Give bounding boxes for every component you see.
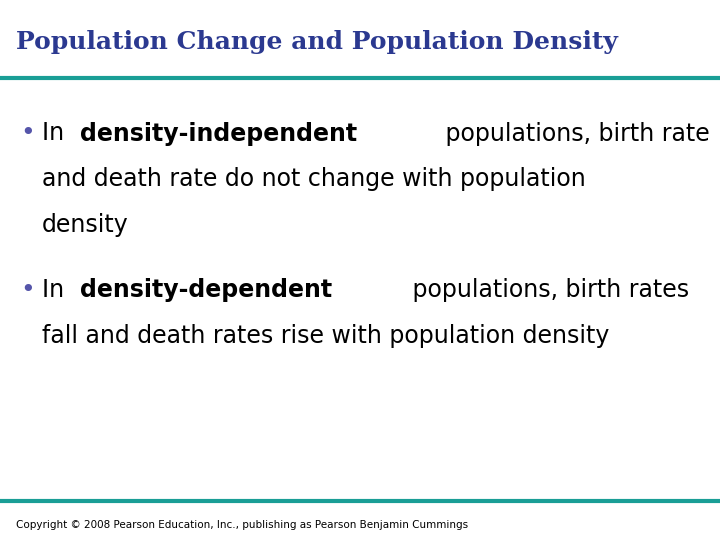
Text: density: density [42, 213, 128, 237]
Text: Copyright © 2008 Pearson Education, Inc., publishing as Pearson Benjamin Cumming: Copyright © 2008 Pearson Education, Inc.… [16, 520, 468, 530]
Text: fall and death rates rise with population density: fall and death rates rise with populatio… [42, 324, 609, 348]
Text: In: In [42, 122, 71, 145]
Text: populations, birth rate: populations, birth rate [438, 122, 709, 145]
Text: density-dependent: density-dependent [80, 278, 332, 302]
Text: In: In [42, 278, 71, 302]
Text: Population Change and Population Density: Population Change and Population Density [16, 30, 618, 53]
Text: •: • [20, 278, 35, 302]
Text: populations, birth rates: populations, birth rates [405, 278, 690, 302]
Text: density-independent: density-independent [80, 122, 357, 145]
Text: and death rate do not change with population: and death rate do not change with popula… [42, 167, 585, 191]
Text: •: • [20, 122, 35, 145]
